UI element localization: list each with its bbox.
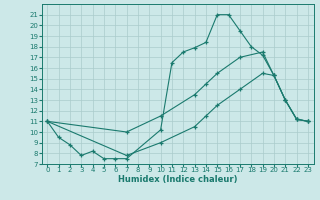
X-axis label: Humidex (Indice chaleur): Humidex (Indice chaleur) bbox=[118, 175, 237, 184]
